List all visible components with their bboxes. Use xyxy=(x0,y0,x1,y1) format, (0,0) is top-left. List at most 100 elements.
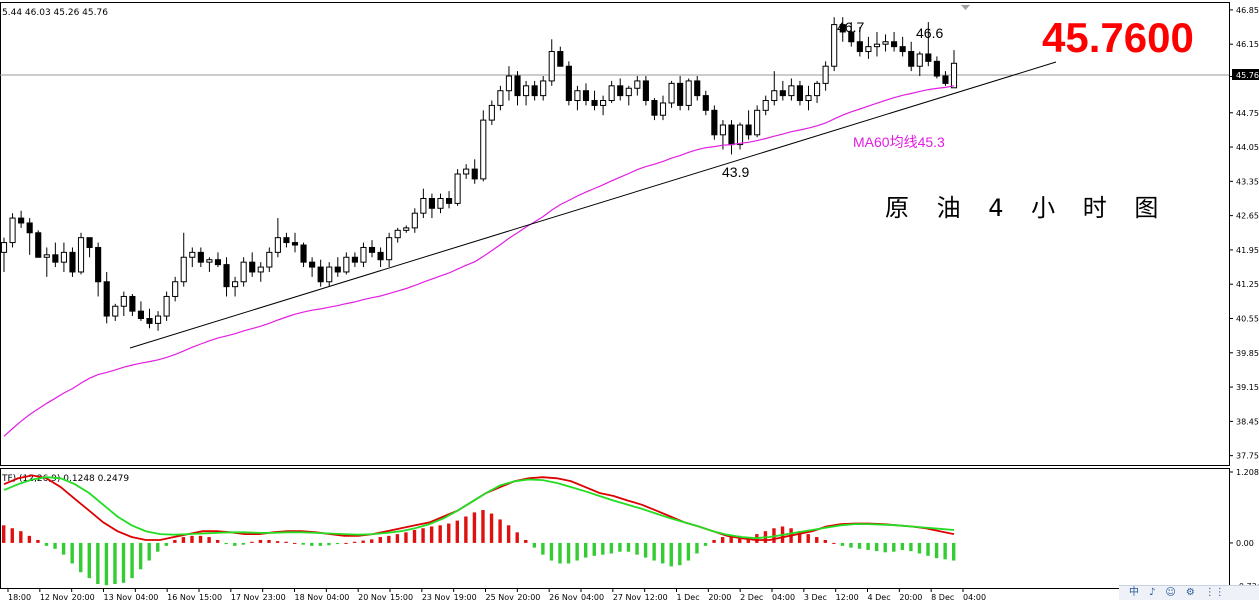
candles-layer xyxy=(0,17,958,331)
candle-bear xyxy=(728,124,735,146)
candle-bear xyxy=(796,85,804,102)
candle-bear xyxy=(908,51,915,67)
macd-bar-neg xyxy=(121,542,126,583)
scroll-shift-marker[interactable] xyxy=(961,5,970,10)
macd-bar-pos xyxy=(404,532,408,543)
candle-bear xyxy=(300,244,307,263)
time-tick-label: 15:00 xyxy=(390,593,413,600)
time-tick-label: 19:00 xyxy=(454,593,477,600)
candle-bull xyxy=(882,41,889,45)
candle-bull xyxy=(437,197,444,209)
macd-bar-neg xyxy=(541,542,545,555)
macd-bar-neg xyxy=(900,542,905,550)
candle-bear xyxy=(745,124,752,136)
candle-bull xyxy=(163,295,170,317)
tray-icon-4[interactable]: ⋮⋮ xyxy=(1204,587,1225,598)
candle-bull xyxy=(386,237,393,261)
macd-bar-pos xyxy=(215,539,220,543)
system-tray: 中 ♪ ☺ ⚙ ⋮⋮ xyxy=(1119,585,1259,600)
current-price-tag-text: 45.76 xyxy=(1236,71,1259,80)
macd-bar-neg xyxy=(883,542,887,553)
candle-bull xyxy=(540,80,547,97)
time-tick-label: 04:00 xyxy=(326,593,349,600)
macd-bar-neg xyxy=(113,542,117,585)
macd-bar-neg xyxy=(943,542,947,560)
candle-bear xyxy=(591,100,598,106)
candle-bull xyxy=(232,281,239,288)
candle-bull xyxy=(831,24,838,67)
time-tick-label: 16 Nov xyxy=(167,593,196,600)
macd-bar-pos xyxy=(10,528,14,543)
macd-bar-pos xyxy=(729,535,733,543)
macd-bar-neg xyxy=(866,542,870,550)
macd-tick-label: 1.208 xyxy=(1236,468,1259,477)
macd-bar-neg xyxy=(926,542,930,556)
candle-bear xyxy=(642,80,649,102)
candle-bull xyxy=(60,251,67,263)
candle-bull xyxy=(771,90,778,102)
candle-bear xyxy=(677,82,684,106)
macd-bar-pos xyxy=(181,537,186,543)
candle-bear xyxy=(214,259,222,266)
candle-bull xyxy=(154,315,162,324)
macd-bar-pos xyxy=(27,535,32,543)
macd-bar-neg xyxy=(643,542,648,558)
macd-bar-pos xyxy=(712,539,716,543)
candle-bear xyxy=(899,46,906,53)
candle-bear xyxy=(617,85,624,97)
tray-icon-3[interactable]: ⚙ xyxy=(1185,587,1195,598)
price-tick-label: 41.25 xyxy=(1236,280,1259,289)
macd-bar-pos xyxy=(720,537,725,543)
candle-bull xyxy=(360,246,367,263)
macd-bar-neg xyxy=(626,542,631,552)
macd-bar-pos xyxy=(292,542,297,544)
ma60-line xyxy=(3,85,955,437)
macd-bar-pos xyxy=(395,534,400,543)
macd-bar-pos xyxy=(361,540,365,543)
macd-bar-pos xyxy=(481,510,485,543)
price-tick-label: 39.85 xyxy=(1236,349,1259,358)
macd-bar-neg xyxy=(147,542,151,561)
macd-bar-neg xyxy=(310,542,314,546)
candle-bear xyxy=(702,95,709,111)
candle-bull xyxy=(865,46,872,53)
candle-bull xyxy=(266,251,273,268)
time-tick-label: 13 Nov xyxy=(104,593,133,600)
ohlc-readout: 5.44 46.03 45.26 45.76 xyxy=(2,8,108,18)
candle-bull xyxy=(548,51,555,82)
macd-bar-pos xyxy=(472,512,477,543)
time-tick-label: 1 Dec xyxy=(677,593,700,600)
candle-bull xyxy=(719,124,726,136)
candle-bull xyxy=(257,266,264,273)
price-tick-label: 37.75 xyxy=(1236,452,1259,461)
candle-bull xyxy=(754,109,761,136)
time-tick-label: 23 Nov xyxy=(422,593,451,600)
tray-icon-2[interactable]: ☺ xyxy=(1165,587,1176,598)
time-tick-label: 20:00 xyxy=(899,593,922,600)
price-tick-label: 41.95 xyxy=(1236,246,1259,255)
macd-bar-neg xyxy=(318,542,323,546)
tray-icon-0[interactable]: 中 xyxy=(1129,587,1139,598)
tray-icon-1[interactable]: ♪ xyxy=(1149,587,1156,598)
candle-bull xyxy=(762,100,769,111)
price-tick-label: 38.45 xyxy=(1236,417,1259,426)
time-tick-label: 12:00 xyxy=(645,593,668,600)
macd-bar-pos xyxy=(387,535,391,543)
macd-bar-neg xyxy=(635,542,639,555)
candle-bull xyxy=(180,256,187,283)
time-tick-label: 20:00 xyxy=(72,593,95,600)
macd-bar-neg xyxy=(233,542,237,546)
candle-bull xyxy=(172,281,179,297)
macd-bar-pos xyxy=(429,526,434,543)
high-annotation-1: 46.7 xyxy=(837,19,864,35)
time-tick-label: 04:00 xyxy=(963,593,986,600)
candle-bull xyxy=(505,75,513,92)
time-tick-label: 20:00 xyxy=(708,593,731,600)
candle-bull xyxy=(411,212,418,229)
macd-bar-pos xyxy=(19,531,23,543)
candle-bull xyxy=(873,43,881,48)
macd-bar-pos xyxy=(815,537,819,543)
macd-bar-neg xyxy=(917,542,922,554)
macd-bar-neg xyxy=(44,542,49,546)
